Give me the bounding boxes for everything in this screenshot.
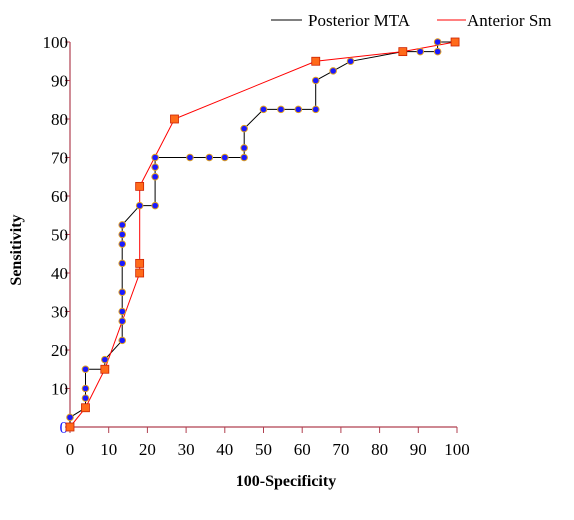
data-point-posterior-mta — [240, 124, 248, 133]
data-point-posterior-mta — [135, 201, 144, 210]
y-axis-title: Sensitivity — [8, 214, 25, 285]
data-point-posterior-mta — [151, 201, 159, 210]
y-tick-label: 70 — [51, 149, 68, 168]
data-point-posterior-mta — [81, 365, 90, 374]
data-point-posterior-mta — [151, 163, 159, 171]
y-tick-label: 80 — [51, 110, 68, 129]
x-tick-label: 30 — [178, 440, 195, 459]
data-point-posterior-mta — [118, 288, 127, 297]
x-tick-label: 90 — [410, 440, 427, 459]
data-point-posterior-mta — [118, 221, 127, 229]
x-tick-label: 40 — [216, 440, 233, 459]
data-point-posterior-mta — [81, 384, 90, 393]
data-point-posterior-mta — [151, 153, 159, 162]
data-point-posterior-mta — [118, 317, 127, 325]
x-ticks: 0 10 20 30 40 50 60 70 80 90 100 — [66, 427, 470, 459]
data-point-posterior-mta — [346, 57, 355, 66]
x-tick-label: 20 — [139, 440, 156, 459]
data-point-anterior-sm — [135, 268, 145, 278]
data-point-anterior-sm — [81, 403, 90, 413]
y-tick-label: 60 — [51, 187, 68, 206]
y-tick-label: 30 — [51, 303, 68, 322]
data-point-posterior-mta — [311, 76, 320, 85]
data-point-posterior-mta — [221, 153, 229, 162]
x-tick-label: 80 — [371, 440, 388, 459]
data-point-anterior-sm — [100, 364, 110, 374]
data-point-posterior-mta — [259, 105, 268, 114]
data-point-anterior-sm — [311, 56, 321, 66]
y-tick-label: 40 — [51, 264, 68, 283]
series-line-posterior-mta — [69, 41, 456, 427]
series-line-anterior-sm — [69, 41, 456, 428]
data-point-posterior-mta — [294, 105, 303, 114]
data-point-posterior-mta — [151, 172, 159, 181]
legend-label-anterior-sm: Anterior Sm — [467, 11, 552, 30]
data-point-anterior-sm — [65, 422, 75, 432]
y-tick-label: 10 — [51, 380, 68, 399]
data-point-posterior-mta — [433, 47, 442, 56]
data-point-anterior-sm — [170, 114, 179, 124]
y-tick-label: 50 — [51, 226, 68, 245]
data-point-posterior-mta — [101, 355, 109, 364]
x-tick-label: 60 — [294, 440, 311, 459]
data-point-posterior-mta — [118, 259, 127, 268]
data-point-posterior-mta — [118, 240, 127, 248]
data-point-anterior-sm — [398, 47, 408, 57]
data-point-posterior-mta — [240, 144, 248, 152]
data-point-posterior-mta — [433, 38, 442, 46]
legend-label-posterior-mta: Posterior MTA — [308, 11, 411, 30]
data-point-posterior-mta — [240, 153, 248, 162]
data-point-anterior-sm — [450, 37, 460, 47]
data-point-posterior-mta — [205, 153, 214, 162]
x-tick-label: 0 — [66, 440, 75, 459]
series-layer — [65, 37, 460, 432]
data-point-posterior-mta — [329, 67, 337, 75]
y-ticks: 0 10 20 30 40 50 60 70 80 90 100 — [43, 33, 70, 437]
legend: Posterior MTA Anterior Sm — [271, 11, 552, 30]
x-tick-label: 10 — [100, 440, 117, 459]
data-point-posterior-mta — [118, 230, 127, 239]
x-tick-label: 100 — [444, 440, 470, 459]
data-point-posterior-mta — [118, 307, 127, 316]
data-point-posterior-mta — [186, 153, 194, 162]
data-point-anterior-sm — [135, 258, 145, 268]
axes — [69, 42, 457, 428]
y-tick-label: 0 — [60, 418, 69, 437]
x-tick-label: 50 — [255, 440, 272, 459]
data-point-posterior-mta — [118, 336, 127, 345]
x-axis-title: 100-Specificity — [236, 473, 336, 490]
data-point-posterior-mta — [416, 47, 425, 56]
y-tick-label: 20 — [51, 341, 68, 360]
data-point-posterior-mta — [277, 105, 285, 114]
data-point-posterior-mta — [66, 413, 74, 422]
y-tick-label: 90 — [51, 72, 68, 91]
x-tick-label: 70 — [332, 440, 349, 459]
data-point-anterior-sm — [135, 181, 145, 191]
data-point-posterior-mta — [311, 105, 320, 114]
y-tick-label: 100 — [43, 33, 69, 52]
data-point-posterior-mta — [81, 394, 90, 402]
